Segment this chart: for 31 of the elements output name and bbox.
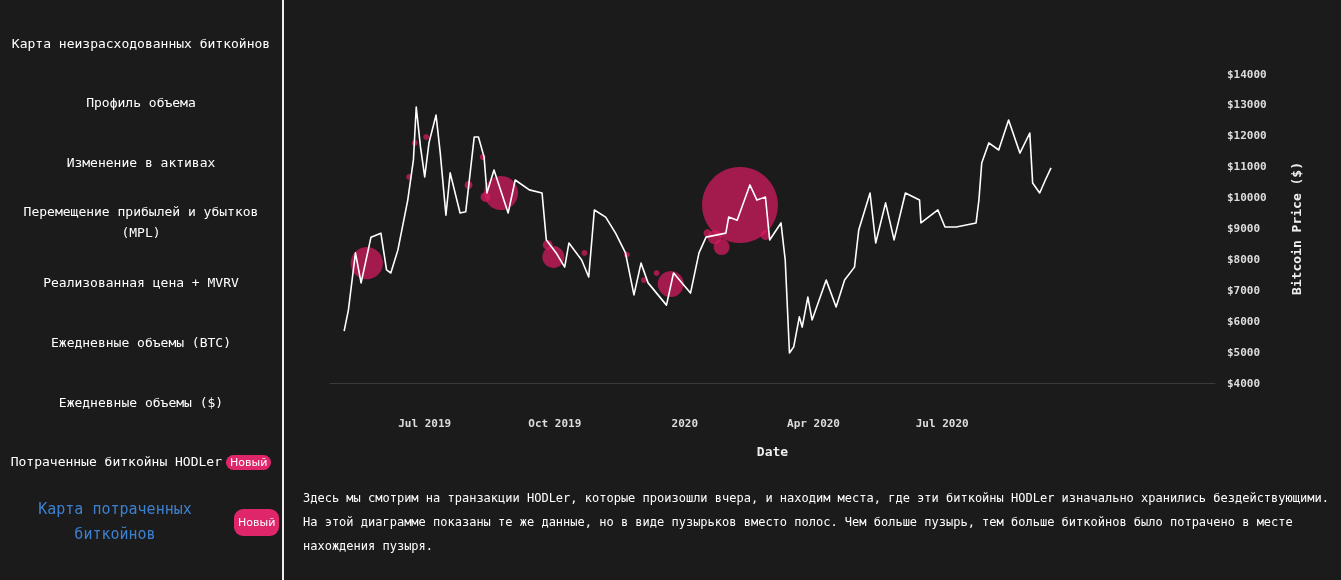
y-tick-label: $7000 — [1227, 283, 1261, 297]
y-tick-label: $13000 — [1227, 98, 1267, 112]
text: Здесь мы смотрим на транзакции HODLer, которые произошли вчера, и находим места, где эти биткойны HODLer изначально хранились бездействующими. На этой диаграмме показаны те же данные, но в виде пузырьков вместо полос. Чем больше пузырь, тем больше биткойнов было потрачено в месте нахождения пузыря. — [303, 490, 1330, 555]
y-axis-title: Bitcoin Price ($) — [1289, 161, 1304, 296]
text: Ежедневные объемы ($) — [57, 393, 225, 412]
y-tick-label: $4000 — [1227, 376, 1261, 390]
text: Новый — [234, 508, 280, 536]
y-tick-label: $12000 — [1227, 129, 1267, 143]
y-tick-label: $9000 — [1227, 222, 1261, 235]
y-tick-label: $5000 — [1227, 345, 1261, 359]
y-tick-label: $6000 — [1227, 314, 1261, 328]
y-tick-label: $10000 — [1227, 191, 1267, 205]
text: Перемещение прибылей и убытков (MPL) — [22, 203, 260, 242]
y-tick-label: $11000 — [1227, 160, 1267, 174]
x-tick-label: Oct 2019 — [528, 417, 582, 430]
text: Карта неизрасходованных биткойнов — [10, 34, 272, 53]
x-axis-title: Date — [756, 444, 789, 459]
y-tick-label: $14000 — [1227, 67, 1267, 81]
text: Новый — [226, 455, 272, 470]
text: Ежедневные объемы (BTC) — [50, 333, 232, 352]
y-tick-label: $8000 — [1227, 252, 1261, 266]
x-tick-label: 2020 — [671, 417, 699, 430]
x-tick-label: Jul 2020 — [915, 417, 969, 430]
text: Карта потраченных биткойнов — [37, 499, 193, 545]
text: Профиль объема — [85, 93, 197, 112]
x-tick-label: Apr 2020 — [787, 417, 840, 430]
text: Изменение в активах — [65, 153, 217, 172]
text: Потраченные биткойны HODLer — [10, 454, 222, 469]
line-series — [343, 106, 1052, 354]
text: Реализованная цена + MVRV — [42, 273, 240, 292]
x-tick-label: Jul 2019 — [398, 417, 452, 430]
